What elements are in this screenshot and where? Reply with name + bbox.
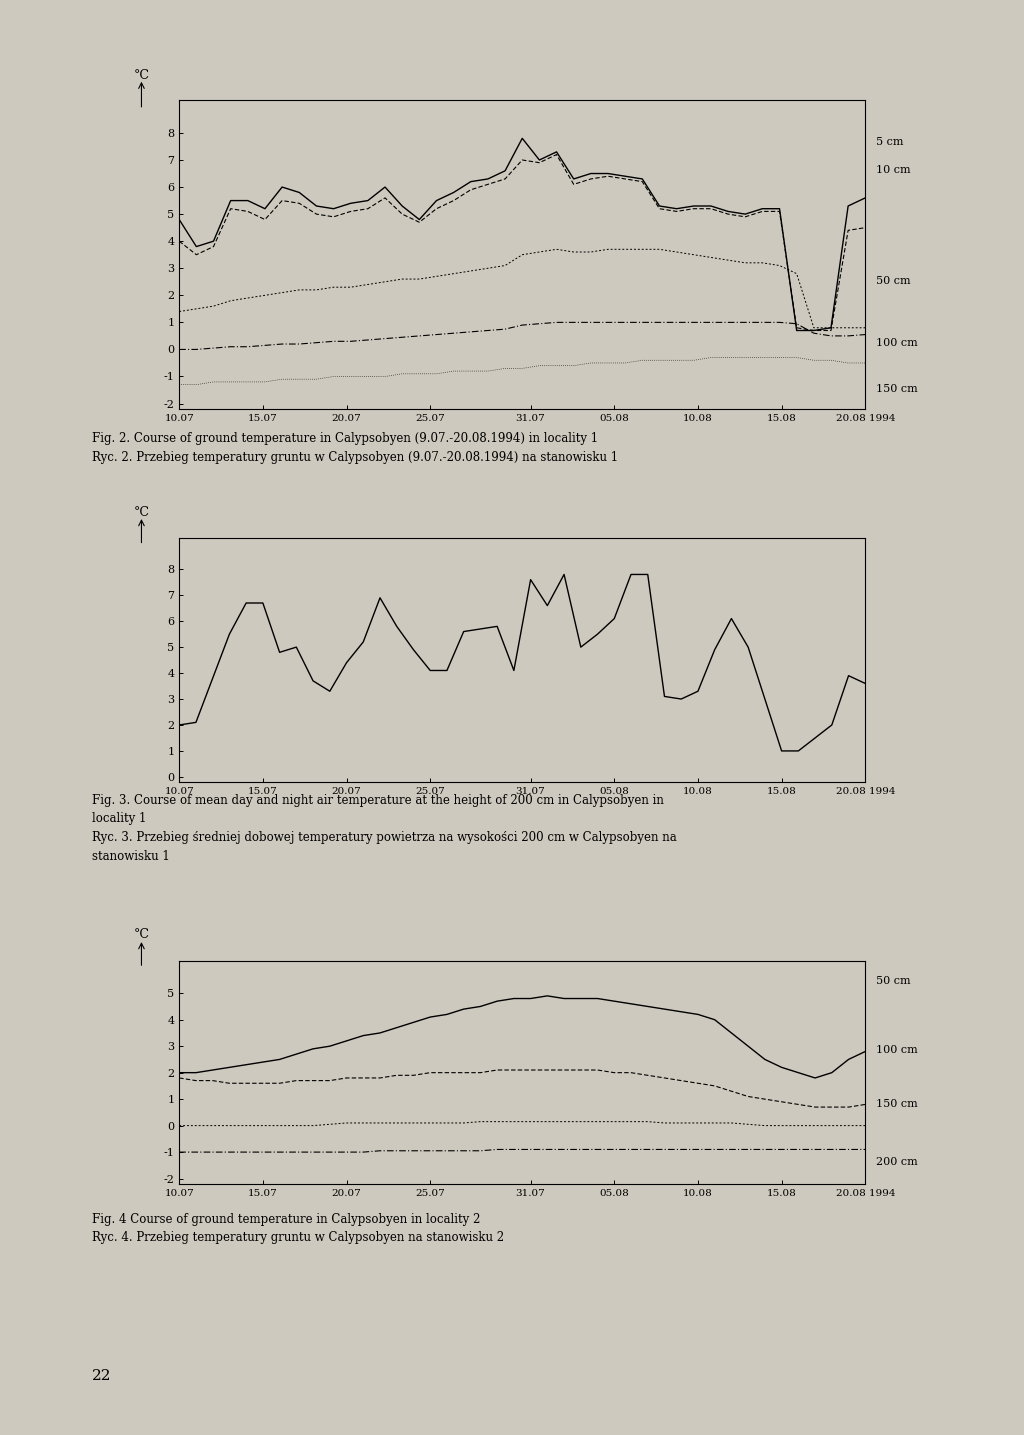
Text: Ryc. 3. Przebieg średniej dobowej temperatury powietrza na wysokości 200 cm w Ca: Ryc. 3. Przebieg średniej dobowej temper… [92,831,677,844]
Text: °C: °C [133,505,150,518]
Text: Fig. 4 Course of ground temperature in Calypsobyen in locality 2: Fig. 4 Course of ground temperature in C… [92,1213,480,1225]
Text: 10 cm: 10 cm [876,165,910,175]
Text: stanowisku 1: stanowisku 1 [92,850,170,862]
Text: 150 cm: 150 cm [876,1099,918,1109]
Text: Ryc. 2. Przebieg temperatury gruntu w Calypsobyen (9.07.-20.08.1994) na stanowis: Ryc. 2. Przebieg temperatury gruntu w Ca… [92,451,618,464]
Text: 150 cm: 150 cm [876,385,918,395]
Text: 200 cm: 200 cm [876,1157,918,1167]
Text: °C: °C [133,928,150,941]
Text: 100 cm: 100 cm [876,337,918,347]
Text: Ryc. 4. Przebieg temperatury gruntu w Calypsobyen na stanowisku 2: Ryc. 4. Przebieg temperatury gruntu w Ca… [92,1231,504,1244]
Text: °C: °C [133,69,150,82]
Text: 50 cm: 50 cm [876,276,910,286]
Text: 22: 22 [92,1369,112,1383]
Text: 50 cm: 50 cm [876,976,910,986]
Text: Fig. 2. Course of ground temperature in Calypsobyen (9.07.-20.08.1994) in locali: Fig. 2. Course of ground temperature in … [92,432,598,445]
Text: Fig. 3. Course of mean day and night air temperature at the height of 200 cm in : Fig. 3. Course of mean day and night air… [92,794,664,806]
Text: 5 cm: 5 cm [876,138,903,148]
Text: locality 1: locality 1 [92,812,146,825]
Text: 100 cm: 100 cm [876,1046,918,1055]
